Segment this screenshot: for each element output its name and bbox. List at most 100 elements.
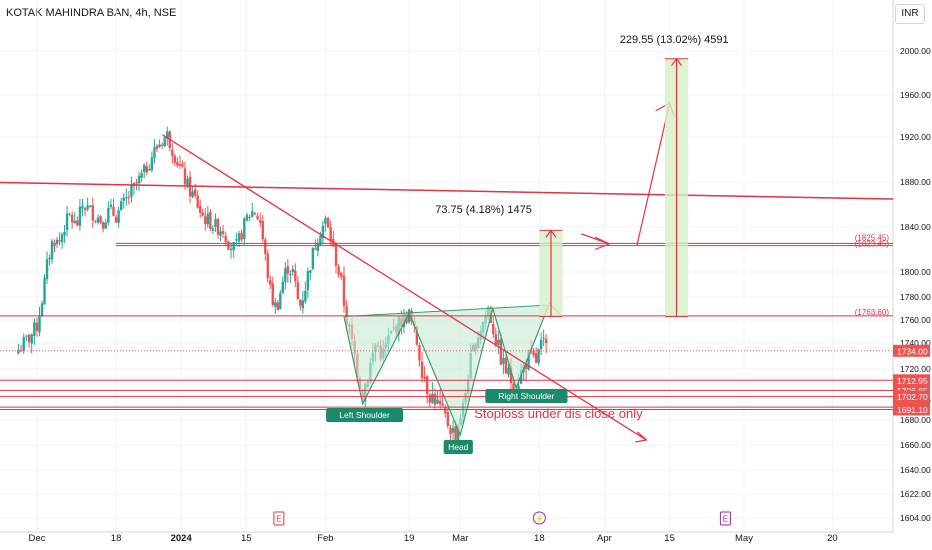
candle-body [191, 191, 194, 198]
candle-body [253, 213, 257, 215]
falling-trendline [162, 134, 647, 441]
candle-body [150, 157, 154, 171]
candle-body [99, 216, 102, 223]
candle-body [114, 217, 118, 223]
candle-body [512, 383, 515, 394]
candle-body [492, 323, 495, 335]
candle-body [109, 204, 113, 207]
y-tick-label: 1960.00 [900, 90, 931, 100]
candle-body [425, 376, 429, 395]
candle-body [269, 280, 272, 285]
y-tick-label: 1920.00 [900, 132, 931, 142]
candle-body [418, 345, 421, 361]
candle-body [243, 218, 246, 240]
x-tick-label: May [735, 533, 753, 544]
candle-body [181, 164, 184, 167]
candle-body [119, 201, 123, 211]
candle-body [436, 399, 439, 404]
level-label: (1825.45) [855, 233, 890, 242]
x-tick-label: 2024 [171, 533, 193, 544]
candle-body [266, 253, 269, 279]
candle-body [65, 213, 69, 231]
candle-body [446, 412, 450, 426]
price-tag: 1702.70 [897, 392, 928, 402]
candle-body [542, 337, 545, 339]
candle-body [186, 178, 189, 186]
candle-body [45, 259, 49, 280]
level-label: (1823.45) [855, 240, 890, 249]
candle-body [251, 211, 254, 217]
y-tick-label: 1622.00 [900, 489, 931, 499]
candle-body [309, 270, 312, 273]
candle-body [451, 427, 455, 433]
candle-body [60, 234, 64, 243]
candle-body [423, 376, 426, 380]
candle-body [449, 427, 452, 435]
candle-body [291, 268, 295, 273]
candle-body [271, 283, 274, 305]
candle-body [70, 214, 74, 223]
x-tick-label: 15 [664, 533, 675, 544]
price-tag-bg [893, 390, 930, 403]
candle-body [342, 275, 346, 306]
long-trendline [0, 181, 894, 200]
candle-body [415, 326, 419, 345]
candle-body [454, 426, 457, 442]
y-tick-label: 2000.00 [900, 46, 931, 56]
split-icon [532, 511, 546, 525]
x-tick-label: 19 [404, 533, 415, 544]
y-tick-label: 1720.00 [900, 364, 931, 374]
currency-button[interactable]: INR [895, 4, 925, 24]
candle-body [334, 244, 338, 266]
price-tag-bg [893, 344, 930, 357]
candle-body [127, 197, 131, 199]
x-tick-label: 18 [111, 533, 122, 544]
right-shoulder-label-bg [485, 389, 568, 403]
projection-arrow-up [636, 103, 671, 246]
candle-body [145, 166, 148, 173]
stoploss-note: Stoploss under dis close only [474, 406, 643, 421]
candle-body [130, 185, 133, 198]
candle-body [499, 338, 503, 365]
candle-body [86, 205, 89, 210]
candle-body [245, 214, 249, 221]
y-axis-labels: 1604.001622.001640.001660.001680.001700.… [900, 46, 931, 523]
candle-body [337, 266, 340, 275]
candle-body [35, 322, 39, 331]
candle-body [532, 350, 535, 356]
candle-body [296, 282, 300, 300]
candle-body [89, 205, 92, 207]
pattern-outline [343, 304, 550, 437]
candle-body [25, 335, 28, 337]
candle-body [286, 266, 290, 274]
candle-body [158, 144, 161, 147]
candle-body [274, 302, 277, 307]
candle-body [81, 206, 84, 209]
x-tick-label: 20 [827, 533, 838, 544]
measure-label: 229.55 (13.02%) 4591 [620, 34, 729, 46]
candle-body [204, 216, 207, 224]
candle-body [199, 206, 202, 213]
candle-body [83, 208, 87, 211]
candle-body [73, 220, 76, 224]
candle-body [53, 243, 56, 247]
candle-body [279, 293, 282, 310]
candle-body [420, 361, 424, 378]
candle-body [306, 271, 310, 291]
candle-body [176, 161, 179, 166]
x-tick-label: 18 [534, 533, 545, 544]
earnings-icon-glyph: E [723, 515, 728, 524]
candle-body [91, 205, 95, 221]
candle-body [137, 175, 141, 184]
x-axis-labels: Dec 18 2024 15 Feb 19 Mar 18 Apr 15 May 20 [29, 533, 838, 544]
candle-body [219, 231, 222, 236]
candle-body [101, 222, 105, 229]
candle-body [193, 189, 197, 196]
candle-body [96, 217, 100, 223]
candle-body [431, 393, 434, 403]
candle-body [497, 339, 500, 345]
candle-body [171, 149, 174, 157]
candle-body [221, 231, 225, 234]
candle-body [224, 235, 227, 242]
